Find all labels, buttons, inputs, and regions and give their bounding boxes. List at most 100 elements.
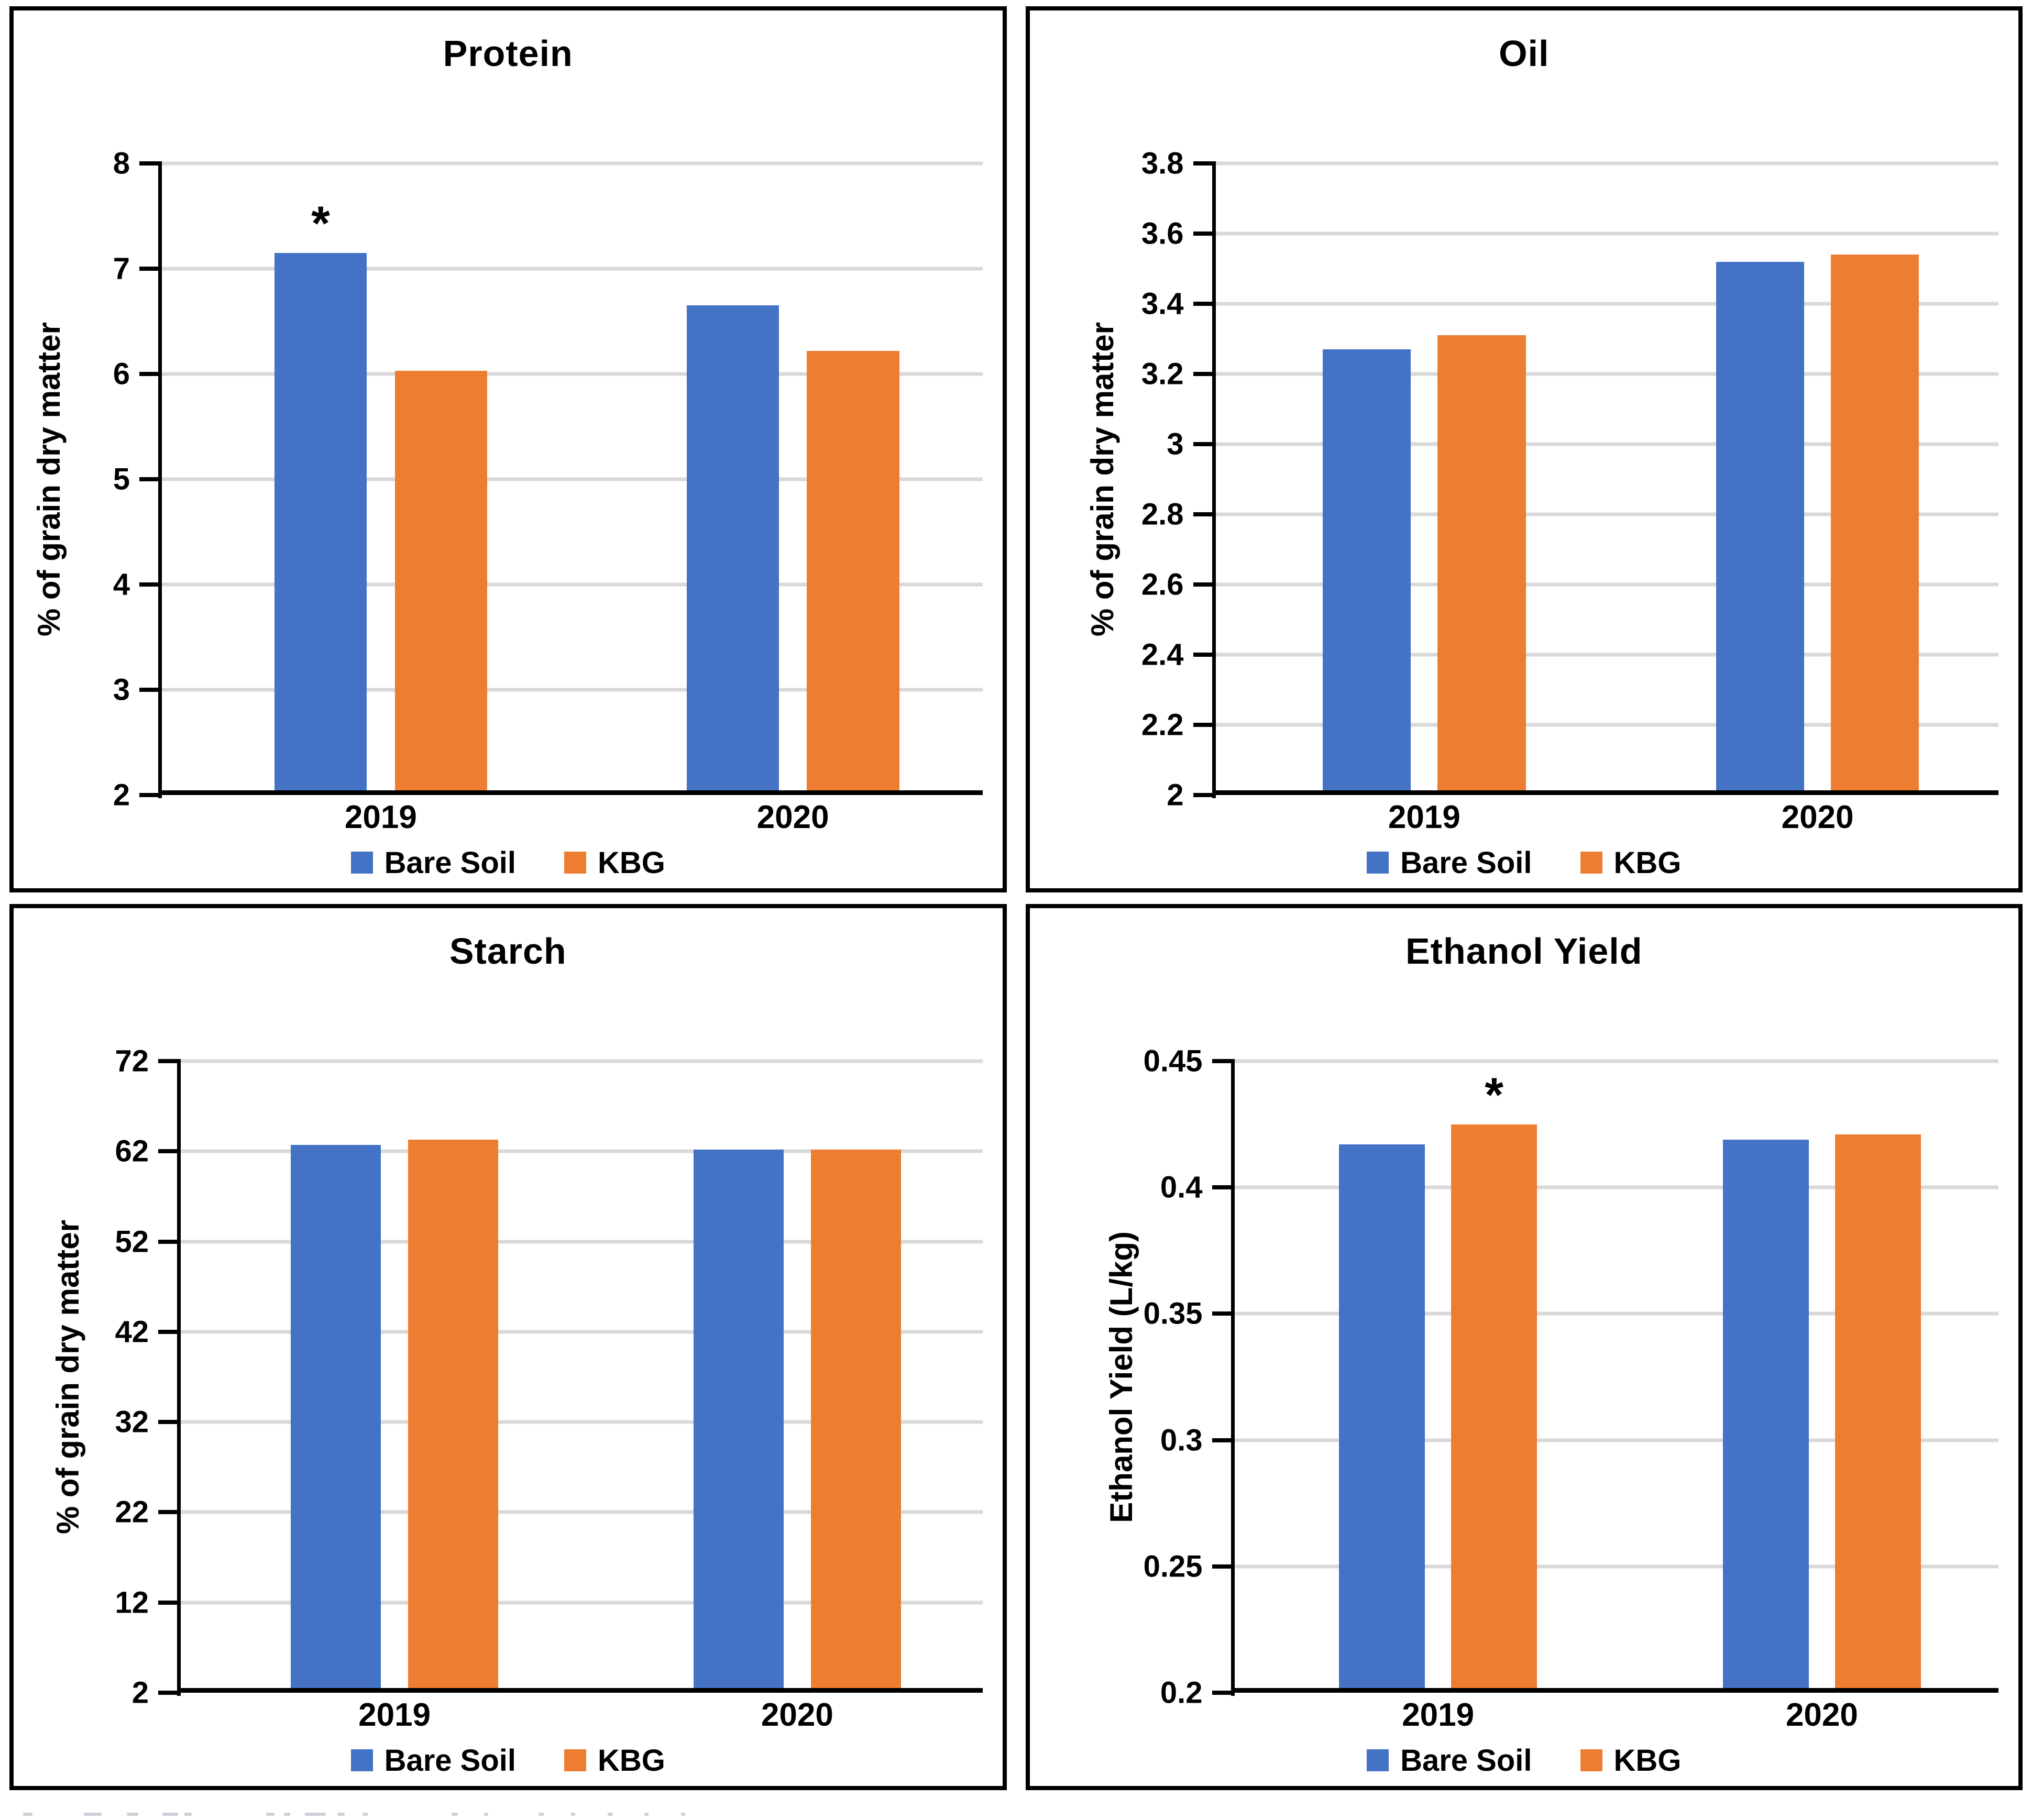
legend: Bare Soil KBG: [1030, 844, 2019, 881]
bar-kbg-2020: [811, 1149, 902, 1693]
y-axis-line: [1231, 1059, 1235, 1696]
y-tick-label: 2.2: [1141, 708, 1184, 742]
bar-bare-soil-2019: [1339, 1144, 1425, 1693]
bar-kbg-2020: [1835, 1134, 1921, 1693]
legend-swatch-kbg: [564, 852, 587, 874]
gridline: [158, 477, 983, 481]
y-tick-mark: [1212, 1059, 1231, 1063]
y-tick-mark: [139, 267, 158, 271]
y-tick-label: 2: [131, 1675, 149, 1710]
legend: Bare Soil KBG: [1030, 1742, 2019, 1779]
gridline: [1212, 372, 1998, 376]
y-tick-label: 2.8: [1141, 497, 1184, 532]
y-tick-mark: [158, 1600, 177, 1605]
chart-panel-oil: Oil % of grain dry matter 2 2.2 2.4 2.6 2.8 3 3.…: [1025, 6, 2023, 892]
y-tick-label: 7: [113, 251, 130, 286]
legend-item-kbg: KBG: [1580, 1743, 1681, 1778]
gridline: [158, 161, 983, 166]
x-axis-line: [1231, 1688, 1998, 1693]
y-tick-label: 22: [115, 1495, 149, 1529]
legend-item-kbg: KBG: [564, 845, 665, 880]
bar-kbg-2020: [1831, 255, 1919, 795]
y-tick-label: 6: [113, 357, 130, 391]
y-tick-mark: [1193, 161, 1212, 166]
y-axis-title-text: % of grain dry matter: [50, 1219, 85, 1535]
plot-area: 0.2 0.25 0.3 0.35 0.4 0.45 *: [1144, 1044, 1998, 1710]
y-tick-label: 3: [1167, 427, 1184, 461]
caption-dash: [284, 1813, 290, 1816]
caption-dash: [23, 1813, 32, 1816]
clipped-caption-fragment: [22, 1810, 808, 1819]
x-tick-label-2020: 2020: [756, 799, 829, 835]
y-tick-mark: [1212, 1564, 1231, 1569]
plot-area: 2 2.2 2.4 2.6 2.8 3 3.2 3.4 3.6 3.8: [1141, 147, 1998, 812]
gridline: [177, 1420, 983, 1424]
y-tick-label: 0.25: [1143, 1549, 1203, 1584]
legend-swatch-bare-soil: [1367, 852, 1389, 874]
y-tick-mark: [158, 1239, 177, 1244]
gridline: [177, 1601, 983, 1605]
x-axis-line: [158, 790, 983, 795]
y-tick-mark: [1193, 722, 1212, 727]
y-tick-mark: [139, 582, 158, 587]
gridline: [158, 267, 983, 271]
y-tick-mark: [158, 1059, 177, 1063]
bar-bare-soil-2019: [1323, 349, 1411, 795]
y-tick-label: 0.35: [1143, 1296, 1203, 1331]
y-axis-title: % of grain dry matter: [25, 163, 73, 795]
y-tick-label: 2.6: [1141, 567, 1184, 602]
y-axis-title: % of grain dry matter: [1079, 163, 1127, 795]
gridline: [1231, 1311, 1998, 1316]
gridline: [158, 582, 983, 587]
caption-dash: [484, 1813, 488, 1816]
y-tick-mark: [139, 161, 158, 166]
bar-bare-soil-2020: [1716, 261, 1805, 795]
y-tick-mark: [1193, 442, 1212, 446]
gridline: [1212, 161, 1998, 166]
gridline: [1212, 512, 1998, 516]
y-tick-mark: [1193, 582, 1212, 587]
legend-label: Bare Soil: [1400, 845, 1532, 880]
y-tick-label: 0.3: [1160, 1423, 1203, 1458]
gridline: [158, 688, 983, 692]
charts-grid: Protein % of grain dry matter 2 3 4 5 6 7 8 * 2019…: [9, 6, 2023, 1790]
gridline: [158, 372, 983, 376]
bar-kbg-2020: [807, 350, 899, 795]
x-tick-label-2020: 2020: [1781, 799, 1854, 835]
plot-area: 2 3 4 5 6 7 8 *: [113, 147, 983, 812]
y-tick-label: 3.8: [1141, 146, 1184, 181]
y-tick-label: 52: [115, 1225, 149, 1259]
caption-dash: [305, 1813, 326, 1816]
legend-swatch-bare-soil: [350, 852, 373, 874]
y-tick-label: 42: [115, 1315, 149, 1349]
gridline: [177, 1330, 983, 1334]
gridline: [177, 1149, 983, 1153]
y-tick-label: 0.4: [1160, 1170, 1203, 1205]
y-tick-mark: [158, 1420, 177, 1425]
y-axis-title-text: % of grain dry matter: [1085, 322, 1120, 637]
y-tick-mark: [1193, 793, 1212, 797]
caption-dash: [162, 1813, 178, 1816]
caption-dash: [337, 1813, 345, 1816]
x-tick-label-2020: 2020: [1785, 1697, 1858, 1733]
caption-dash: [266, 1813, 274, 1816]
y-tick-mark: [1212, 1311, 1231, 1316]
legend-swatch-bare-soil: [1367, 1749, 1389, 1771]
y-tick-label: 3: [113, 672, 130, 707]
caption-dash: [608, 1813, 613, 1816]
x-tick-label-2019: 2019: [358, 1697, 431, 1733]
bar-bare-soil-2020: [686, 305, 779, 795]
legend-item-bare-soil: Bare Soil: [1367, 1743, 1532, 1778]
legend-label: Bare Soil: [384, 845, 517, 880]
y-tick-label: 4: [113, 567, 130, 602]
gridline: [1231, 1059, 1998, 1063]
significance-asterisk: *: [311, 197, 330, 251]
gridline: [1212, 582, 1998, 587]
gridline: [177, 1059, 983, 1063]
y-tick-mark: [1212, 1438, 1231, 1442]
plot-area: 2 12 22 32 42 52 62 72: [115, 1044, 983, 1710]
y-tick-label: 3.4: [1141, 286, 1184, 321]
chart-panel-starch: Starch % of grain dry matter 2 12 22 32 42 52 62…: [9, 904, 1007, 1790]
x-tick-label-2019: 2019: [1388, 799, 1460, 835]
